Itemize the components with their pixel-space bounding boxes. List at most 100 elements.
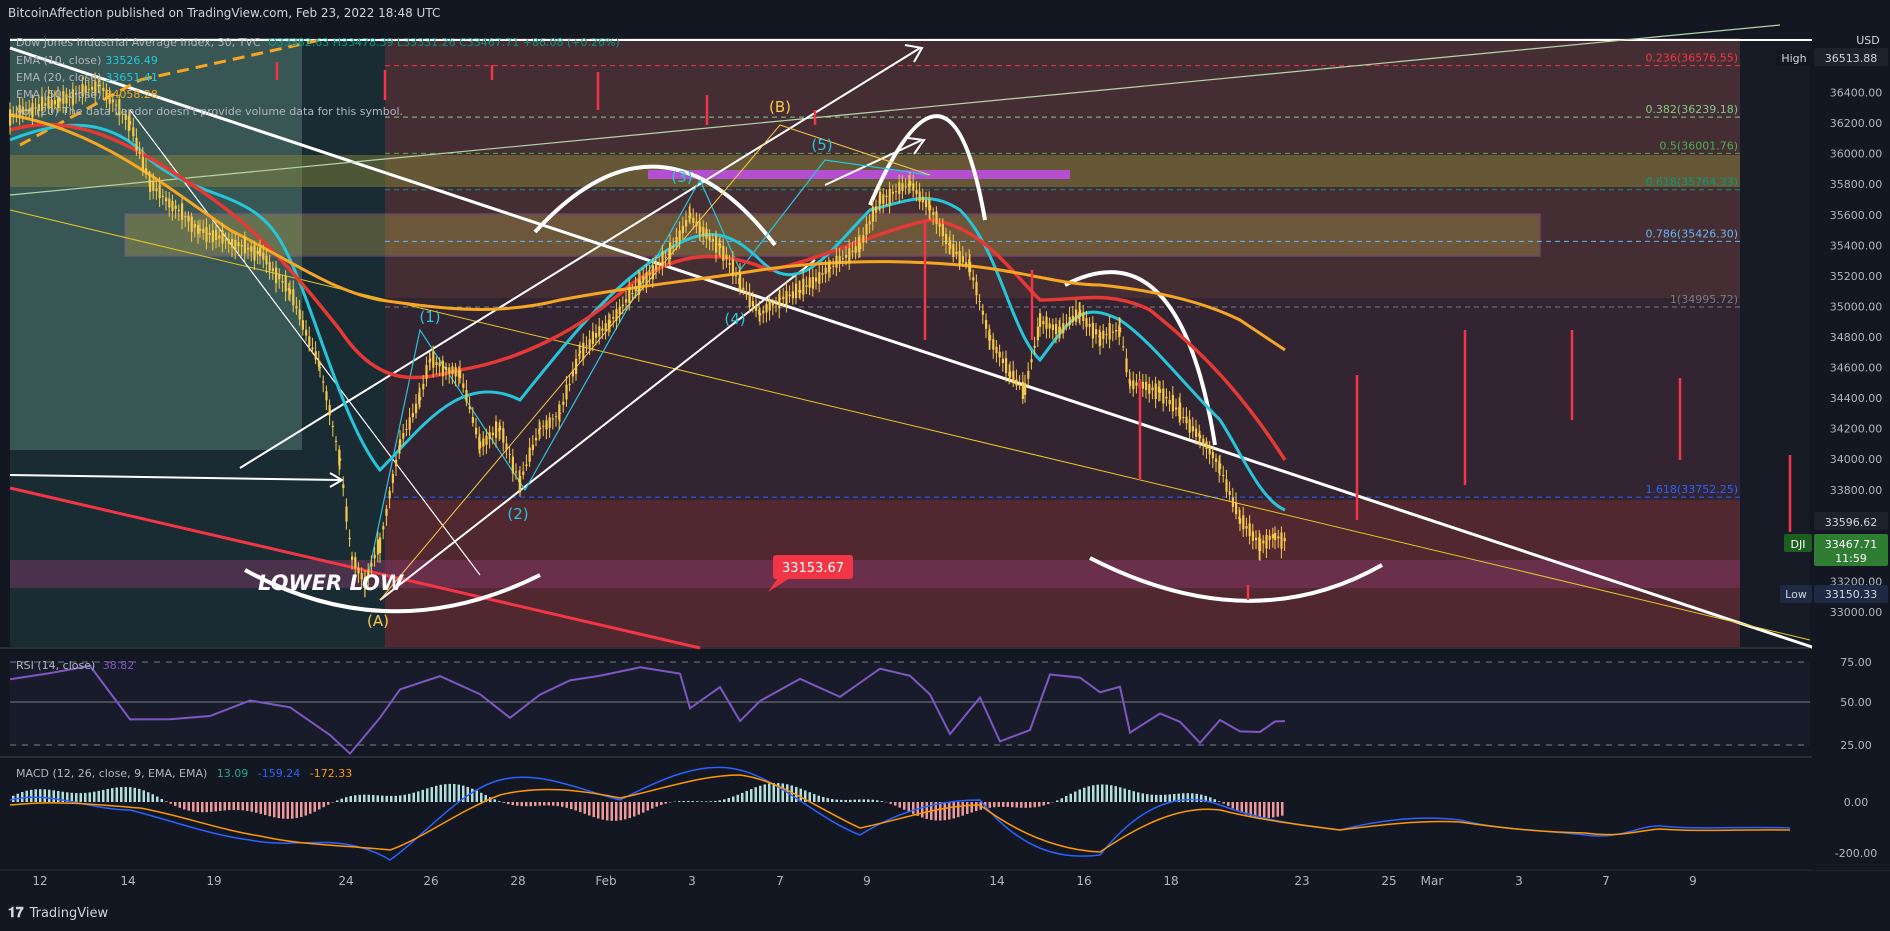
yellow-trendline — [9, 209, 1811, 641]
candle-body — [1062, 323, 1065, 334]
candle-body — [955, 251, 958, 255]
time-tick: 3 — [688, 874, 696, 888]
macd-bar — [529, 802, 532, 807]
macd-bar — [1105, 784, 1108, 802]
macd-bar — [124, 786, 127, 802]
legend-volume[interactable]: Vol (20) The data vendor doesn't provide… — [16, 105, 403, 118]
candle-body — [485, 435, 488, 445]
candle-body — [791, 291, 794, 299]
candle-body — [376, 539, 379, 555]
candle-body — [419, 396, 422, 401]
candle-body — [775, 300, 778, 303]
footer-brand[interactable]: 𝟏𝟕 TradingView — [8, 905, 108, 921]
candle-body — [1055, 324, 1058, 335]
macd-bar — [57, 791, 60, 802]
candle-body — [1079, 309, 1082, 317]
macd-bar — [700, 801, 703, 802]
macd-bar — [1123, 788, 1126, 802]
macd-bar — [201, 802, 204, 813]
price-axis-bg — [1812, 30, 1890, 870]
candle-body — [1119, 327, 1122, 333]
macd-bar — [246, 802, 249, 811]
macd-bar — [1218, 801, 1221, 802]
candle-body — [975, 281, 978, 296]
candle-body — [94, 81, 97, 96]
candle-body — [1005, 358, 1008, 374]
macd-bar — [286, 802, 289, 819]
candle-body — [591, 331, 594, 344]
candle-body — [138, 151, 141, 154]
arc-bottom-left — [244, 568, 541, 614]
macd-bar — [1258, 802, 1261, 818]
candle-body — [75, 92, 78, 95]
candle-body — [851, 250, 854, 252]
macd-bar — [709, 801, 712, 802]
legend-ema2[interactable]: EMA (20, close) 33651.41 — [16, 71, 158, 84]
candle-body — [782, 296, 785, 300]
legend-ema1[interactable]: EMA (10, close) 33526.49 — [16, 54, 158, 67]
macd-bar — [30, 789, 33, 802]
candle-body — [231, 238, 234, 248]
macd-bar — [502, 802, 505, 803]
macd-bar — [142, 790, 145, 802]
candle-body — [1235, 502, 1238, 515]
candle-body — [1125, 358, 1128, 373]
candle-body — [1219, 463, 1222, 469]
macd-bar — [898, 802, 901, 808]
macd-bar — [25, 790, 28, 802]
legend-symbol[interactable]: Dow Jones Industrial Average Index, 30, … — [16, 36, 620, 49]
macd-bar — [741, 792, 744, 802]
legend-ema3[interactable]: EMA (50, close) 34058.28 — [16, 88, 158, 101]
candle-body — [1245, 526, 1248, 529]
macd-bar — [88, 792, 91, 802]
candle-body — [949, 239, 952, 249]
macd-bar — [376, 795, 379, 802]
macd-bar — [309, 802, 312, 814]
candle-body — [1059, 327, 1062, 333]
macd-bar — [219, 802, 222, 811]
macd-bar — [727, 798, 730, 802]
macd-bar — [93, 791, 96, 802]
macd-hist-value: 13.09 — [216, 767, 249, 780]
macd-bar — [871, 799, 874, 802]
macd-bar — [1263, 802, 1266, 819]
rsi-legend[interactable]: RSI (14, close) 38.82 — [16, 659, 134, 672]
candle-body — [357, 567, 360, 574]
time-tick: 14 — [120, 874, 135, 888]
rsi-tick: 25.00 — [1840, 739, 1872, 752]
candle-body — [168, 198, 171, 208]
arc-top-2 — [868, 114, 987, 221]
candle-body — [408, 417, 411, 430]
candle-body — [511, 456, 514, 474]
macd-bar — [997, 802, 1000, 807]
candle-body — [281, 280, 284, 283]
candle-body — [262, 252, 265, 260]
candle-body — [868, 221, 871, 225]
candle-body — [961, 256, 964, 263]
candle-body — [799, 289, 802, 294]
macd-bar — [939, 802, 942, 821]
candle-body — [1157, 386, 1160, 393]
candle-body — [335, 440, 338, 442]
last-label-bg — [1784, 534, 1812, 552]
candle-body — [578, 353, 581, 357]
candle-body — [785, 291, 788, 306]
time-tick: 23 — [1294, 874, 1309, 888]
macd-bar — [1213, 799, 1216, 802]
candle-body — [87, 89, 90, 91]
candle-body — [535, 437, 538, 441]
candle-body — [692, 217, 695, 223]
candle-body — [558, 404, 561, 420]
macd-bar — [601, 802, 604, 820]
candle-body — [895, 191, 898, 193]
macd-legend[interactable]: MACD (12, 26, close, 9, EMA, EMA) 13.09 … — [16, 767, 352, 780]
macd-bar — [1155, 794, 1158, 802]
macd-line — [9, 766, 1791, 861]
candle-body — [115, 104, 118, 106]
candle-body — [978, 301, 981, 303]
macd-bar — [214, 802, 217, 812]
candle-body — [402, 433, 405, 439]
macd-bar — [241, 802, 244, 811]
candle-body — [59, 97, 62, 102]
macd-tick: 0.00 — [1844, 796, 1869, 809]
